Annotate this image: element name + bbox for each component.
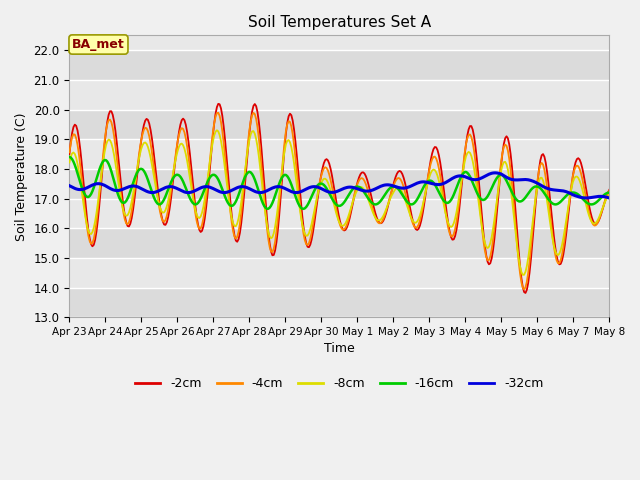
-2cm: [281, 144, 289, 150]
-32cm: [65, 183, 73, 189]
-2cm: [214, 101, 222, 107]
-8cm: [460, 167, 467, 173]
-2cm: [131, 197, 138, 203]
-32cm: [241, 184, 249, 190]
-8cm: [519, 272, 527, 278]
-16cm: [460, 170, 467, 176]
-8cm: [65, 160, 73, 166]
-32cm: [492, 170, 500, 176]
-4cm: [65, 149, 73, 155]
Line: -4cm: -4cm: [69, 113, 609, 289]
-2cm: [522, 290, 529, 296]
-4cm: [214, 110, 222, 116]
-8cm: [131, 183, 138, 189]
-16cm: [406, 202, 414, 207]
X-axis label: Time: Time: [324, 342, 355, 356]
-4cm: [406, 213, 414, 218]
-32cm: [605, 195, 613, 201]
-8cm: [213, 127, 221, 133]
-16cm: [65, 154, 73, 160]
-4cm: [520, 287, 528, 292]
-4cm: [131, 189, 138, 195]
-2cm: [457, 194, 465, 200]
-2cm: [460, 167, 467, 173]
Bar: [69, 228, 609, 258]
-4cm: [457, 187, 465, 192]
-8cm: [457, 184, 465, 190]
-32cm: [405, 184, 413, 190]
Text: BA_met: BA_met: [72, 38, 125, 51]
-4cm: [460, 162, 467, 168]
-32cm: [455, 173, 463, 179]
Bar: [69, 109, 609, 139]
Bar: [69, 169, 609, 199]
-16cm: [605, 190, 613, 195]
Legend: -2cm, -4cm, -8cm, -16cm, -32cm: -2cm, -4cm, -8cm, -16cm, -32cm: [130, 372, 548, 396]
-16cm: [280, 173, 287, 179]
-16cm: [131, 177, 138, 182]
Bar: [69, 50, 609, 80]
-8cm: [605, 192, 613, 198]
-8cm: [281, 148, 289, 154]
-2cm: [243, 160, 250, 166]
-2cm: [65, 151, 73, 157]
Line: -16cm: -16cm: [69, 157, 609, 209]
-4cm: [243, 153, 250, 158]
-2cm: [406, 207, 414, 213]
-8cm: [406, 213, 414, 219]
Line: -2cm: -2cm: [69, 104, 609, 293]
-2cm: [605, 187, 613, 192]
-4cm: [605, 188, 613, 193]
-4cm: [281, 139, 289, 145]
Line: -32cm: -32cm: [69, 173, 609, 198]
Line: -8cm: -8cm: [69, 130, 609, 275]
-32cm: [458, 173, 466, 179]
-16cm: [300, 206, 307, 212]
-32cm: [280, 185, 287, 191]
Y-axis label: Soil Temperature (C): Soil Temperature (C): [15, 112, 28, 240]
-16cm: [241, 173, 249, 179]
Title: Soil Temperatures Set A: Soil Temperatures Set A: [248, 15, 431, 30]
Bar: [69, 288, 609, 317]
-32cm: [131, 183, 138, 189]
-16cm: [457, 175, 465, 181]
-8cm: [243, 155, 250, 160]
